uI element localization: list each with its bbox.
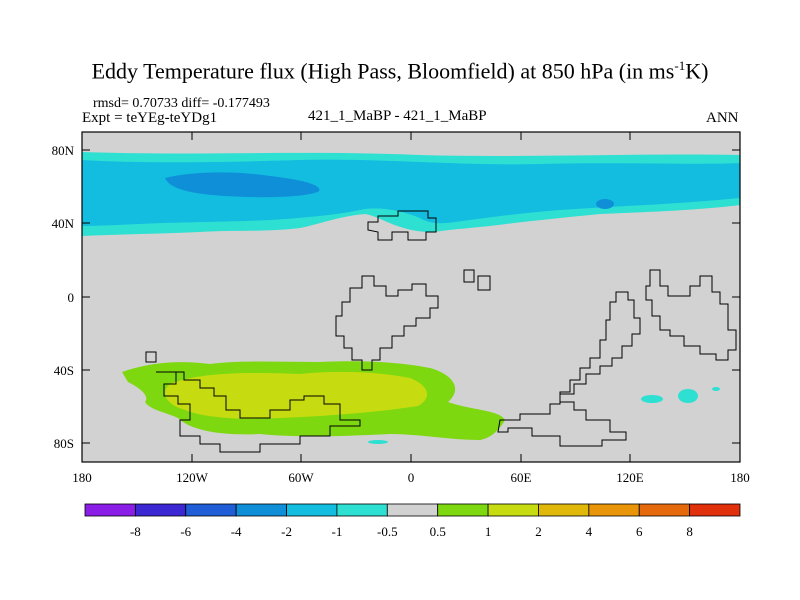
north-band-blue-core: [165, 172, 320, 198]
colorbar-swatch-5: [336, 503, 388, 517]
colorbar-label-0: -8: [130, 524, 141, 539]
landmass-outline-small-2: [477, 275, 491, 291]
lat-label-40n: 40N: [52, 216, 75, 231]
title-main: Eddy Temperature flux (High Pass, Bloomf…: [91, 58, 675, 84]
colorbar-swatch-9: [538, 503, 590, 517]
south-cyan-spot-3: [712, 387, 720, 391]
landmass-outline-east: [645, 269, 737, 361]
colorbar-label-4: -1: [332, 524, 343, 539]
south-cyan-spot-4: [368, 440, 388, 444]
chart-title: Eddy Temperature flux (High Pass, Bloomf…: [0, 58, 800, 84]
landmass-outline-small-1: [463, 269, 475, 283]
lat-label-80n: 80N: [52, 143, 75, 158]
landmass-outline-central: [335, 275, 439, 371]
title-end: K): [685, 58, 709, 84]
colorbar-label-6: 0.5: [430, 524, 446, 539]
colorbar-swatch-1: [134, 503, 187, 517]
lon-label-180-left: 180: [72, 470, 92, 485]
land-outlines: [145, 210, 737, 453]
colorbar-label-3: -2: [281, 524, 292, 539]
lon-ticks: [81, 132, 631, 462]
landmass-outline-small-3: [145, 351, 157, 363]
colorbar-swatch-2: [185, 503, 237, 517]
colorbar-label-10: 6: [636, 524, 643, 539]
colorbar-label-9: 4: [586, 524, 593, 539]
colorbar-label-1: -6: [180, 524, 191, 539]
colorbar-swatch-10: [588, 503, 640, 517]
colorbar: [84, 503, 741, 517]
colorbar-swatch-3: [235, 503, 287, 517]
south-cyan-spot-1: [641, 395, 663, 403]
run-label: 421_1_MaBP - 421_1_MaBP: [308, 108, 487, 124]
lon-label-0: 0: [408, 470, 415, 485]
colorbar-label-7: 1: [485, 524, 492, 539]
map-panel: [81, 131, 741, 463]
colorbar-swatch-7: [437, 503, 489, 517]
stats-label: rmsd= 0.70733 diff= -0.177493: [93, 96, 270, 111]
season-label: ANN: [706, 110, 739, 126]
title-superscript: -1: [674, 58, 686, 73]
landmass-outline-southeast: [497, 291, 641, 447]
colorbar-labels: -8 -6 -4 -2 -1 -0.5 0.5 1 2 4 6 8: [130, 524, 693, 539]
colorbar-swatch-6: [386, 503, 439, 517]
lon-label-60w: 60W: [288, 470, 314, 485]
experiment-label: Expt = teYEg-teYDg1: [82, 110, 218, 126]
colorbar-swatch-11: [638, 503, 691, 517]
south-cyan-spot-2: [678, 389, 698, 403]
colorbar-swatch-4: [286, 503, 338, 517]
lon-label-120w: 120W: [176, 470, 209, 485]
colorbar-swatch-12: [689, 503, 741, 517]
lon-label-120e: 120E: [616, 470, 644, 485]
colorbar-swatch-0: [84, 503, 136, 517]
lon-label-60e: 60E: [511, 470, 532, 485]
lat-label-0: 0: [68, 290, 75, 305]
lon-label-180-right: 180: [730, 470, 750, 485]
lat-label-80s: 80S: [54, 436, 74, 451]
lat-label-40s: 40S: [54, 363, 74, 378]
south-yellow-region: [165, 371, 428, 419]
colorbar-label-5: -0.5: [377, 524, 398, 539]
landmass-outline-southwest: [156, 371, 361, 453]
colorbar-label-11: 8: [686, 524, 693, 539]
colorbar-swatch-8: [487, 503, 539, 517]
colorbar-label-8: 2: [535, 524, 542, 539]
colorbar-label-2: -4: [231, 524, 242, 539]
lat-ticks: [82, 149, 740, 444]
north-blue-spot: [596, 199, 614, 209]
landmass-outline-north: [367, 210, 437, 241]
